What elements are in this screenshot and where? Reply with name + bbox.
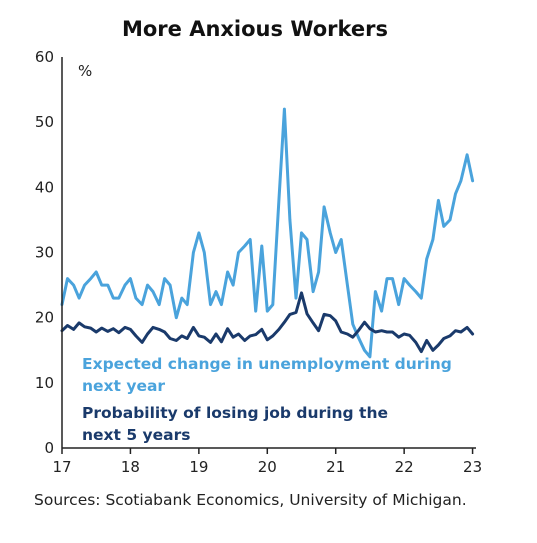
source-note: Sources: Scotiabank Economics, Universit…: [34, 491, 467, 509]
chart-title: More Anxious Workers: [122, 17, 388, 41]
legend-entry-expected-unemployment: Expected change in unemployment during ne…: [82, 355, 452, 395]
x-tick-label: 23: [463, 458, 482, 476]
y-tick-label: 30: [35, 244, 54, 262]
y-axis-ticks: 0 10 20 30 40 50 60: [35, 48, 54, 457]
x-tick-label: 19: [189, 458, 208, 476]
x-tick-label: 22: [395, 458, 414, 476]
y-tick-label: 20: [35, 309, 54, 327]
y-tick-label: 10: [35, 374, 54, 392]
x-tick-label: 21: [326, 458, 345, 476]
x-tick-label: 20: [258, 458, 277, 476]
x-tick-label: 17: [52, 458, 71, 476]
series-line-2: [60, 291, 475, 354]
y-tick-label: 40: [35, 178, 54, 196]
series-line-1: [60, 107, 475, 359]
y-tick-label: 60: [35, 48, 54, 66]
legend: Expected change in unemployment during ne…: [82, 355, 452, 444]
y-tick-label: 50: [35, 113, 54, 131]
series-lines: [60, 107, 475, 359]
unit-label: %: [78, 62, 92, 80]
legend-entry-job-loss-probability: Probability of losing job during the next…: [82, 404, 388, 444]
y-tick-label: 0: [44, 439, 54, 457]
x-axis-ticks: 17 18 19 20 21 22 23: [52, 448, 482, 476]
x-tick-label: 18: [121, 458, 140, 476]
